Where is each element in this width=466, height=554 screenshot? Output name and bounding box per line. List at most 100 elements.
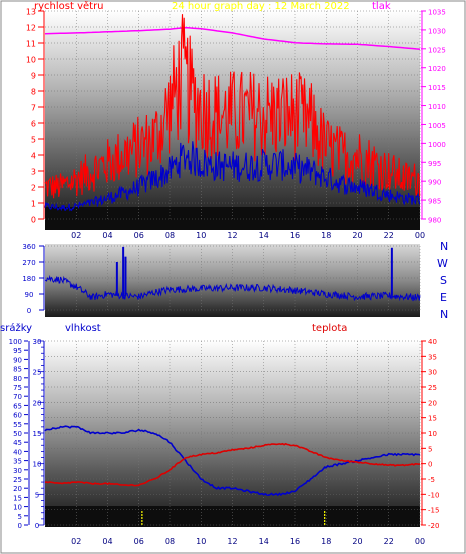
rain-tick-label: 60: [13, 412, 22, 420]
x-tick-label: 12: [227, 537, 237, 546]
humidity-line: [44, 425, 421, 497]
wind-tick-label: 9: [31, 72, 36, 81]
direction-label-n-top: N: [440, 240, 448, 253]
direction-label-e: E: [440, 291, 447, 304]
wind-tick-label: 7: [31, 104, 36, 113]
humidity-tick-label: 5: [35, 491, 39, 499]
direction-tick-label: 90: [25, 291, 34, 299]
humidity-tick-label: 25: [33, 369, 42, 377]
direction-label-n-bottom: N: [440, 308, 448, 321]
direction-label-w: W: [437, 257, 448, 270]
wind-gust-line: [44, 14, 421, 199]
rain-tick-label: 100: [9, 338, 22, 346]
pressure-tick-label: 1000: [428, 141, 446, 149]
x-tick-label: 14: [259, 231, 269, 240]
x-tick-label: 00: [415, 537, 425, 546]
rain-tick-label: 20: [13, 485, 22, 493]
rain-tick-label: 70: [13, 393, 22, 401]
rain-tick-label: 90: [13, 356, 22, 364]
pressure-tick-label: 995: [428, 160, 441, 168]
pressure-tick-label: 1025: [428, 46, 446, 54]
humidity-title: vlhkost: [65, 323, 101, 334]
x-tick-label: 22: [384, 231, 394, 240]
temperature-tick-label: 35: [428, 353, 437, 361]
rain-title: srážky: [0, 322, 32, 334]
temperature-tick-label: 10: [428, 430, 437, 438]
rain-tick-label: 80: [13, 375, 22, 383]
pressure-tick-label: 990: [428, 179, 441, 187]
humidity-tick-label: 0: [35, 522, 39, 530]
rain-tick-label: 5: [18, 513, 22, 521]
temperature-title: teplota: [312, 323, 347, 334]
rain-tick-label: 0: [18, 522, 22, 530]
x-tick-label: 16: [290, 537, 300, 546]
direction-label-s: S: [440, 274, 447, 287]
x-tick-label: 22: [384, 537, 394, 546]
temperature-tick-label: 15: [428, 415, 437, 423]
x-tick-label: 04: [102, 231, 112, 240]
pressure-tick-label: 1010: [428, 103, 446, 111]
rain-tick-label: 30: [13, 467, 22, 475]
rain-tick-label: 10: [13, 504, 22, 512]
temperature-tick-label: -20: [428, 522, 439, 530]
chart-title: 24 hour graph day : 12 March 2022: [172, 1, 350, 12]
x-tick-label: 08: [165, 537, 175, 546]
rain-tick-label: 25: [13, 476, 22, 484]
x-tick-label: 14: [259, 537, 269, 546]
direction-series: [44, 246, 421, 302]
direction-tick-label: 0: [27, 307, 31, 315]
x-tick-label: 10: [196, 537, 206, 546]
temperature-tick-label: 40: [428, 338, 437, 346]
direction-tick-label: 360: [22, 243, 35, 251]
rain-tick-label: 40: [13, 448, 22, 456]
x-tick-label: 02: [71, 231, 81, 240]
pressure-tick-label: 1035: [428, 9, 446, 17]
temperature-tick-label: -10: [428, 491, 439, 499]
x-tick-label: 04: [102, 537, 112, 546]
direction-tick-label: 270: [22, 259, 35, 267]
temp-axes: -20-15-10-505101520253035400510152025303…: [9, 338, 440, 546]
direction-axes: 0 90 180 270 360: [22, 243, 45, 315]
temperature-tick-label: 0: [428, 461, 432, 469]
x-tick-label: 00: [415, 231, 425, 240]
wind-tick-label: 8: [31, 88, 36, 97]
pressure-tick-label: 1030: [428, 27, 446, 35]
humidity-temperature-series: [44, 425, 421, 525]
wind-axes: 0123456789101112139809859909951000100510…: [26, 8, 446, 241]
temperature-tick-label: 25: [428, 384, 437, 392]
wind-tick-label: 0: [31, 216, 36, 225]
x-tick-label: 12: [227, 231, 237, 240]
wind-title: rychlost větru: [34, 0, 104, 12]
temperature-tick-label: 30: [428, 369, 437, 377]
x-tick-label: 06: [134, 231, 144, 240]
wind-tick-label: 11: [26, 40, 36, 49]
rain-tick-label: 65: [13, 402, 22, 410]
temperature-tick-label: -5: [428, 476, 435, 484]
x-tick-label: 08: [165, 231, 175, 240]
humidity-tick-label: 10: [33, 461, 42, 469]
pressure-tick-label: 980: [428, 217, 441, 225]
direction-plot-area: [45, 244, 420, 317]
direction-grid: [45, 245, 421, 311]
pressure-tick-label: 1005: [428, 122, 446, 130]
rain-tick-label: 75: [13, 384, 22, 392]
x-tick-label: 18: [321, 231, 331, 240]
rain-tick-label: 50: [13, 430, 22, 438]
wind-tick-label: 1: [31, 200, 36, 209]
wind-avg-line: [44, 141, 421, 212]
wind-tick-label: 6: [31, 120, 36, 129]
rain-tick-label: 45: [13, 439, 22, 447]
pressure-title: tlak: [372, 1, 391, 12]
wind-tick-label: 2: [31, 184, 36, 193]
temperature-line: [44, 442, 421, 487]
humidity-tick-label: 15: [33, 430, 42, 438]
x-tick-label: 10: [196, 231, 206, 240]
x-tick-label: 02: [71, 537, 81, 546]
wind-tick-label: 4: [31, 152, 36, 161]
rain-tick-label: 35: [13, 458, 22, 466]
humidity-tick-label: 20: [33, 399, 42, 407]
wind-tick-label: 10: [26, 56, 36, 65]
temperature-tick-label: 5: [428, 445, 432, 453]
